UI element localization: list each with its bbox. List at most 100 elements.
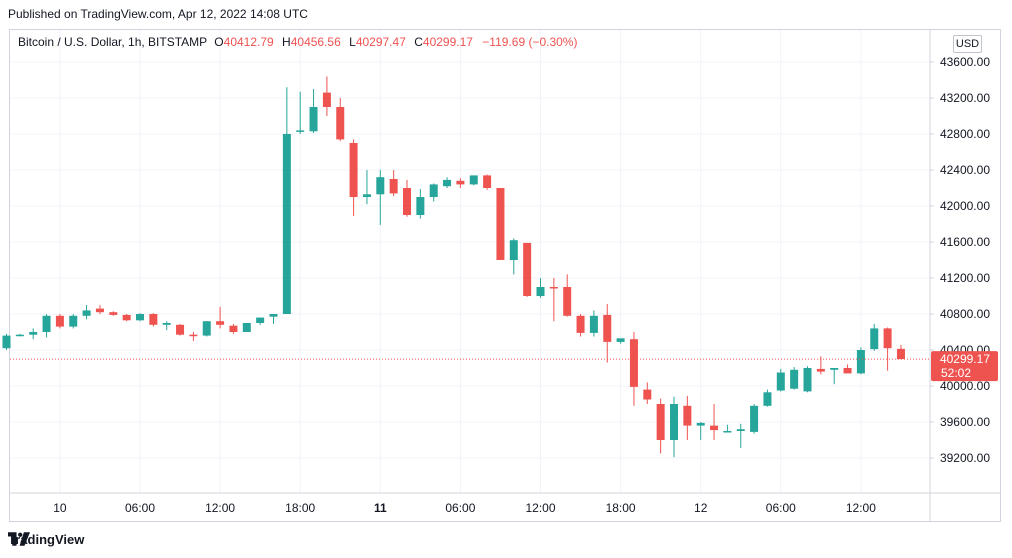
candle — [403, 179, 411, 217]
candle-body — [282, 134, 291, 314]
candle-body — [776, 372, 785, 391]
candle — [790, 367, 799, 390]
candle — [269, 314, 278, 324]
candle — [189, 332, 198, 341]
price-tick-label: 43600.00 — [940, 55, 990, 69]
candle-body — [296, 130, 305, 132]
candle-body — [109, 312, 118, 315]
legend-low-value: 40297.47 — [356, 35, 406, 49]
candle — [736, 423, 745, 449]
candle — [656, 398, 665, 454]
candle — [362, 170, 371, 205]
chart-frame[interactable] — [9, 29, 1001, 522]
price-tick-label: 39600.00 — [940, 415, 990, 429]
candle-body — [376, 177, 385, 195]
candle-body — [162, 323, 171, 325]
candle-body — [750, 405, 759, 432]
candle — [469, 175, 478, 186]
candle — [149, 313, 158, 327]
candle-body — [883, 328, 892, 349]
price-tick-label: 42800.00 — [940, 127, 990, 141]
tradingview-logo: TradingView — [8, 532, 84, 547]
candle — [42, 314, 51, 338]
legend-symbol: Bitcoin / U.S. Dollar, 1h, BITSTAMP — [18, 35, 207, 49]
chart-grid — [10, 30, 1000, 521]
candle-body — [803, 368, 812, 392]
candle-body — [336, 107, 345, 140]
published-caption: Published on TradingView.com, Apr 12, 20… — [8, 7, 308, 21]
candle-body — [229, 325, 238, 332]
candle — [683, 395, 692, 440]
price-tick-label: 43200.00 — [940, 91, 990, 105]
candle-body — [242, 323, 251, 332]
price-tick-label: 42400.00 — [940, 163, 990, 177]
legend-close-value: 40299.17 — [423, 35, 473, 49]
price-tick-label: 40800.00 — [940, 307, 990, 321]
candle-body — [136, 314, 144, 321]
countdown-label: 52:02 — [941, 366, 971, 380]
candle-body — [416, 197, 425, 215]
candle-body — [69, 315, 78, 327]
currency-badge[interactable]: USD — [953, 35, 982, 53]
candle — [29, 328, 38, 340]
price-tick-label: 40000.00 — [940, 379, 990, 393]
candle — [696, 422, 705, 440]
time-tick-label: 06:00 — [445, 501, 475, 515]
candle — [322, 76, 331, 116]
candle — [282, 87, 291, 314]
candle-body — [349, 143, 358, 197]
candle — [122, 314, 131, 322]
tradingview-logo-icon — [8, 532, 30, 546]
candle-body — [189, 334, 198, 337]
candle — [55, 314, 64, 329]
candle — [229, 323, 238, 334]
candle — [723, 424, 732, 433]
candle — [710, 404, 719, 440]
candle-body — [309, 107, 318, 132]
candle — [576, 314, 585, 337]
candle-body — [589, 315, 598, 333]
candle-body — [269, 314, 278, 317]
candle — [389, 170, 398, 197]
candle — [643, 382, 652, 404]
candle — [2, 333, 11, 350]
candle — [509, 238, 518, 275]
candle — [856, 347, 865, 375]
candle-body — [896, 348, 905, 360]
candle — [15, 333, 24, 337]
candle — [523, 242, 532, 297]
candle — [629, 332, 638, 406]
candle-body — [202, 321, 211, 336]
time-tick-label: 06:00 — [766, 501, 796, 515]
legend-high-label: H — [282, 35, 291, 49]
time-tick-label: 12 — [694, 501, 708, 515]
candle — [496, 188, 505, 260]
candle — [483, 174, 492, 190]
candle — [456, 178, 465, 188]
legend-close-label: C — [414, 35, 423, 49]
candle — [82, 305, 91, 320]
legend-row: Bitcoin / U.S. Dollar, 1h, BITSTAMP O404… — [18, 35, 577, 49]
candle — [376, 170, 385, 225]
candle-body — [403, 188, 411, 215]
candle — [549, 278, 558, 322]
candle-body — [389, 179, 398, 194]
candle — [416, 188, 425, 219]
candle — [670, 396, 678, 458]
candle — [176, 323, 185, 336]
candle-body — [95, 308, 104, 313]
candle-body — [563, 287, 572, 316]
time-tick-label: 12:00 — [205, 501, 235, 515]
candle-body — [629, 339, 638, 387]
candle-body — [536, 287, 545, 296]
candle — [896, 344, 905, 360]
time-tick-label: 06:00 — [125, 501, 155, 515]
last-price-label: 40299.17 — [940, 352, 990, 366]
candle-body — [643, 389, 652, 400]
candle-body — [509, 240, 518, 260]
legend-change: −119.69 (−0.30%) — [482, 35, 577, 49]
candle — [830, 368, 839, 385]
candle — [443, 177, 452, 188]
candle — [883, 327, 892, 371]
